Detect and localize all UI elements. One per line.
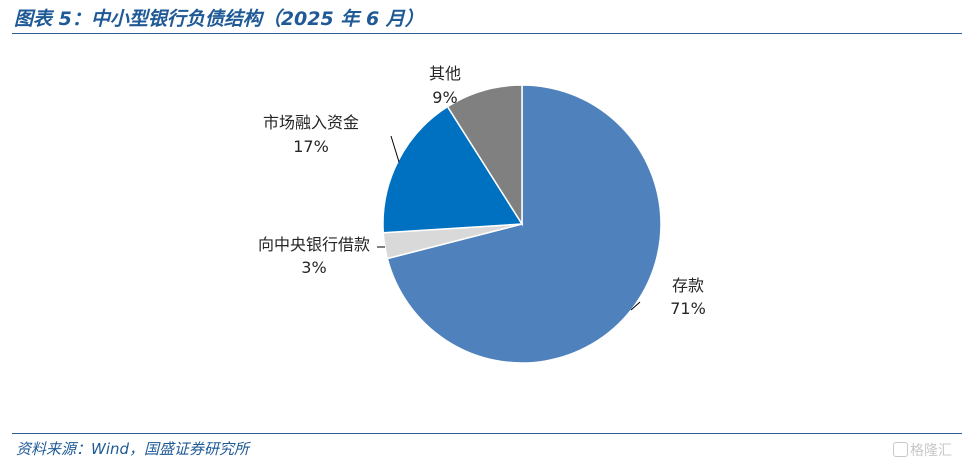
slice-category-label: 其他: [429, 64, 461, 83]
leader-line-3: [390, 135, 400, 163]
slice-value-label: 17%: [293, 137, 329, 156]
title-divider: [12, 33, 962, 34]
slice-category-label: 市场融入资金: [263, 113, 359, 132]
pie-slice-4: [446, 84, 523, 227]
source-note: 资料来源：Wind，国盛证券研究所: [16, 440, 250, 458]
footer-divider: [12, 433, 962, 434]
leader-line-1: [630, 301, 641, 311]
slice-value-label: 9%: [432, 88, 457, 107]
watermark: 格隆汇: [893, 440, 952, 460]
slice-category-label: 存款: [672, 276, 704, 295]
slice-category-label: 向中央银行借款: [258, 235, 370, 254]
slice-value-label: 3%: [301, 258, 326, 277]
watermark-text: 格隆汇: [910, 443, 952, 459]
watermark-logo-icon: [893, 442, 908, 457]
chart-title: 图表 5：中小型银行负债结构（2025 年 6 月）: [14, 8, 424, 30]
slice-value-label: 71%: [670, 299, 706, 318]
